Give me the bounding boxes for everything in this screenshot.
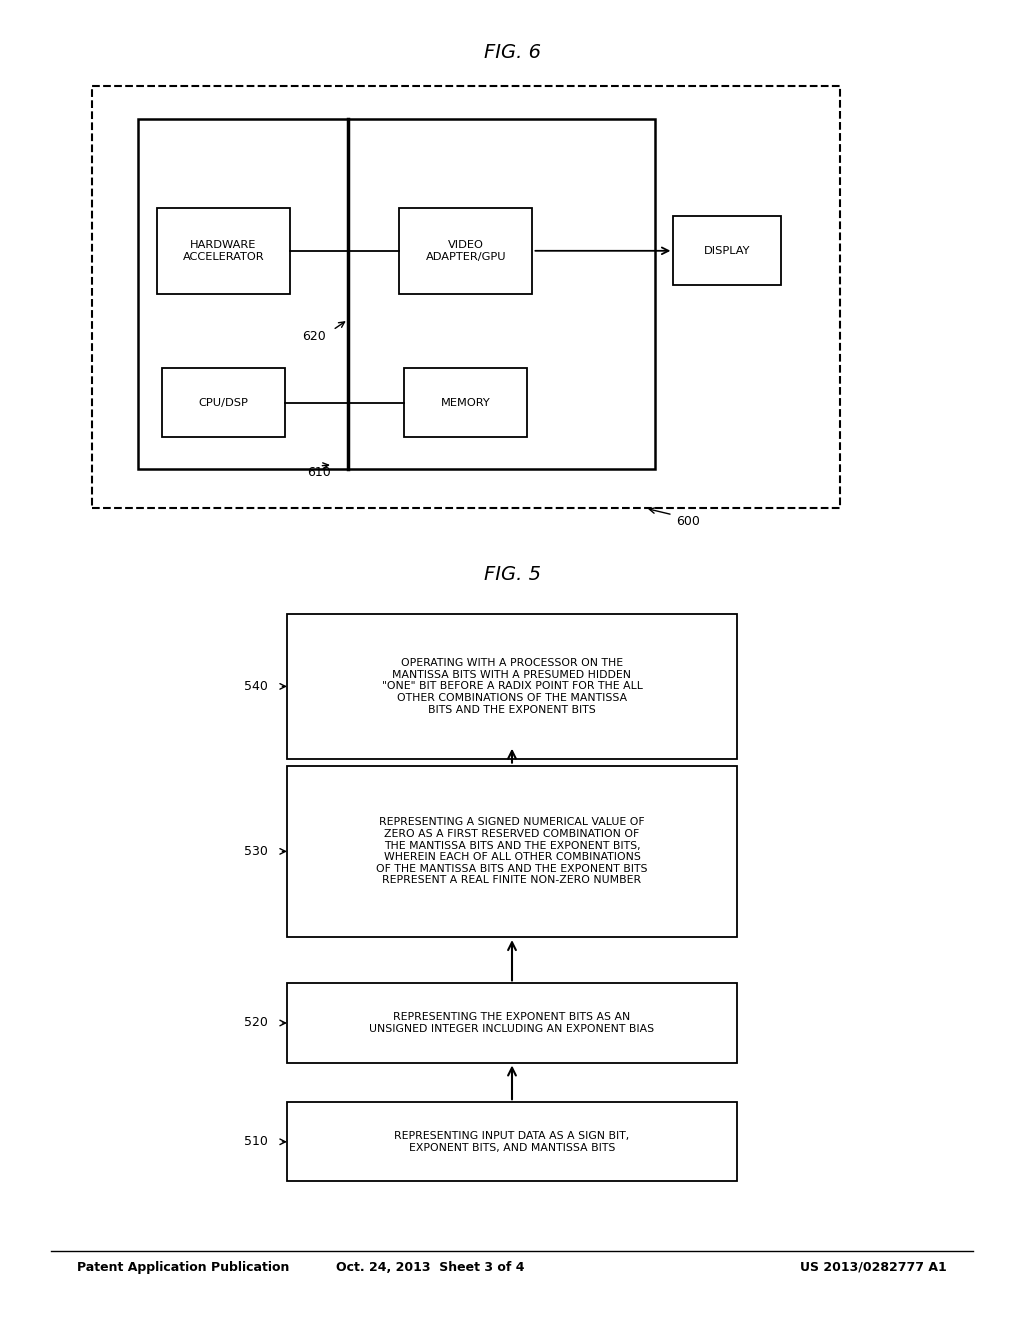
Text: 540: 540 (245, 680, 268, 693)
Text: REPRESENTING A SIGNED NUMERICAL VALUE OF
ZERO AS A FIRST RESERVED COMBINATION OF: REPRESENTING A SIGNED NUMERICAL VALUE OF… (376, 817, 648, 886)
Text: OPERATING WITH A PROCESSOR ON THE
MANTISSA BITS WITH A PRESUMED HIDDEN
"ONE" BIT: OPERATING WITH A PROCESSOR ON THE MANTIS… (382, 659, 642, 714)
FancyBboxPatch shape (287, 983, 737, 1063)
Text: US 2013/0282777 A1: US 2013/0282777 A1 (801, 1261, 947, 1274)
Text: REPRESENTING THE EXPONENT BITS AS AN
UNSIGNED INTEGER INCLUDING AN EXPONENT BIAS: REPRESENTING THE EXPONENT BITS AS AN UNS… (370, 1012, 654, 1034)
Text: FIG. 5: FIG. 5 (483, 565, 541, 583)
FancyBboxPatch shape (399, 207, 532, 293)
Text: 620: 620 (302, 330, 326, 343)
Text: 610: 610 (307, 466, 331, 479)
Text: HARDWARE
ACCELERATOR: HARDWARE ACCELERATOR (182, 240, 264, 261)
Text: 520: 520 (245, 1016, 268, 1030)
FancyBboxPatch shape (287, 1102, 737, 1181)
Text: REPRESENTING INPUT DATA AS A SIGN BIT,
EXPONENT BITS, AND MANTISSA BITS: REPRESENTING INPUT DATA AS A SIGN BIT, E… (394, 1131, 630, 1152)
Text: MEMORY: MEMORY (441, 397, 490, 408)
Text: Oct. 24, 2013  Sheet 3 of 4: Oct. 24, 2013 Sheet 3 of 4 (336, 1261, 524, 1274)
FancyBboxPatch shape (138, 119, 655, 469)
FancyBboxPatch shape (162, 368, 285, 437)
Text: CPU/DSP: CPU/DSP (199, 397, 248, 408)
Text: 510: 510 (245, 1135, 268, 1148)
FancyBboxPatch shape (157, 207, 290, 293)
Text: 600: 600 (676, 515, 699, 528)
FancyBboxPatch shape (287, 614, 737, 759)
FancyBboxPatch shape (287, 766, 737, 937)
Text: 530: 530 (245, 845, 268, 858)
Text: Patent Application Publication: Patent Application Publication (77, 1261, 289, 1274)
Text: DISPLAY: DISPLAY (703, 246, 751, 256)
FancyBboxPatch shape (674, 216, 780, 285)
Text: VIDEO
ADAPTER/GPU: VIDEO ADAPTER/GPU (426, 240, 506, 261)
FancyBboxPatch shape (92, 86, 840, 508)
Text: FIG. 6: FIG. 6 (483, 44, 541, 62)
FancyBboxPatch shape (404, 368, 527, 437)
